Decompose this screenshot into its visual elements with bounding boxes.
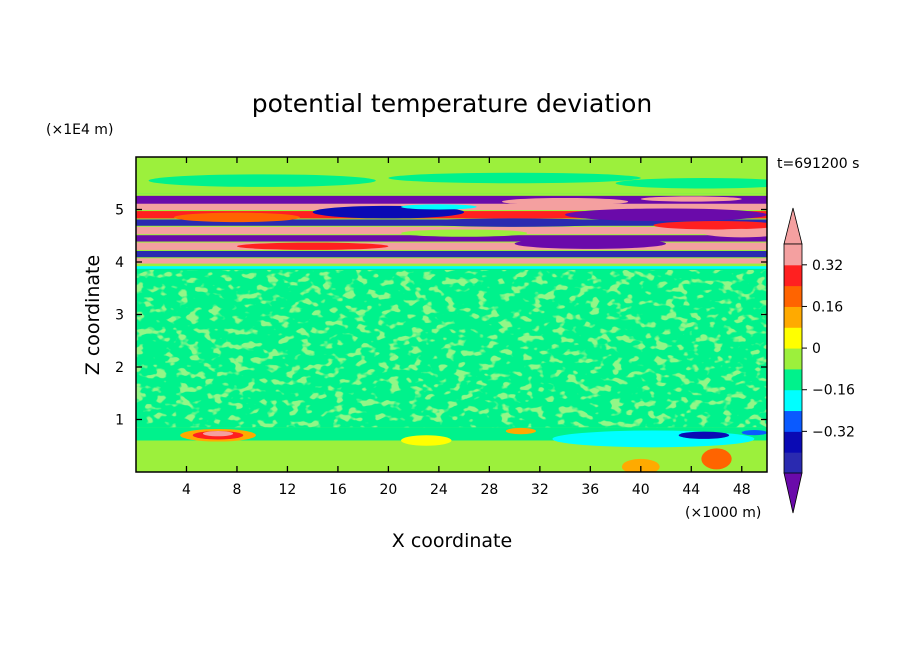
x-tick-label: 4: [182, 482, 191, 498]
x-tick-label: 48: [733, 482, 751, 498]
x-tick-label: 8: [232, 482, 241, 498]
x-tick-label: 36: [581, 482, 599, 498]
colorbar-swatch: [784, 306, 802, 328]
layer-band: [136, 242, 767, 250]
layer-blob: [236, 242, 389, 250]
yellow-blob: [701, 448, 732, 470]
colorbar-top-arrow: [783, 207, 803, 245]
x-axis-label: X coordinate: [392, 530, 512, 552]
layer-band: [136, 250, 767, 258]
colorbar-tick-label: 0.16: [812, 299, 843, 315]
layer-blob: [173, 212, 301, 223]
colorbar-swatch: [784, 452, 802, 474]
x-tick-label: 40: [632, 482, 650, 498]
x-tick-label: 32: [531, 482, 549, 498]
layer-blob: [653, 221, 767, 230]
chart-title: potential temperature deviation: [252, 89, 652, 118]
y-tick-label: 1: [115, 413, 124, 429]
layer-blob: [401, 229, 528, 237]
x-tick-label: 44: [682, 482, 700, 498]
y-tick-label: 2: [115, 360, 124, 376]
layer-blob: [401, 204, 477, 210]
warm-blob-peak: [202, 431, 234, 437]
layer-blob: [501, 197, 629, 206]
layer-blob: [703, 228, 767, 238]
upper-blob: [615, 178, 767, 189]
yellow-blob: [621, 458, 660, 472]
y-axis: 1 2 3 4 5: [115, 203, 767, 429]
time-label: t=691200 s: [777, 156, 859, 172]
yellow-blob: [505, 427, 537, 435]
cool-blob-core: [678, 431, 730, 439]
layer-blob: [640, 196, 742, 202]
colorbar-swatch: [784, 327, 802, 349]
colorbar-swatch: [784, 264, 802, 287]
colorbar-bottom-arrow: [783, 472, 803, 514]
x-unit-label: (×1000 m): [685, 505, 761, 521]
upper-blob: [148, 174, 376, 187]
colorbar-swatch: [784, 368, 802, 391]
plot-area: [136, 157, 767, 472]
colorbar-swatch: [784, 348, 802, 370]
x-tick-label: 28: [480, 482, 498, 498]
layer-blob: [514, 238, 667, 249]
layer-band: [136, 258, 767, 264]
cool-blob-edge: [741, 430, 767, 436]
x-tick-label: 12: [279, 482, 297, 498]
layer-blob: [413, 218, 616, 227]
colorbar-tick-label: 0.32: [812, 258, 843, 274]
colorbar-frame: [783, 243, 803, 474]
yellow-blob: [401, 435, 452, 446]
x-tick-label: 20: [379, 482, 397, 498]
colorbar-swatch: [784, 410, 802, 432]
colorbar: 0.32 0.16 0 −0.16 −0.32: [783, 207, 855, 514]
x-axis: 4 8 12 16 20 24 28 32 36 40 44 48: [182, 157, 751, 498]
y-tick-label: 4: [115, 255, 124, 271]
y-tick-label: 5: [115, 203, 124, 219]
x-tick-label: 16: [329, 482, 347, 498]
layer-band: [136, 195, 767, 205]
colorbar-tick-label: −0.16: [812, 383, 855, 399]
colorbar-swatch: [784, 389, 802, 412]
upper-blob: [388, 172, 641, 184]
layer-blob: [565, 208, 767, 222]
colorbar-swatch: [784, 431, 802, 453]
layer-base-line: [136, 266, 767, 269]
y-axis-label: Z coordinate: [82, 255, 104, 375]
colorbar-tick-label: −0.32: [812, 424, 855, 440]
colorbar-swatch: [784, 285, 802, 307]
x-tick-label: 24: [430, 482, 448, 498]
y-unit-label: (×1E4 m): [46, 122, 113, 138]
y-tick-label: 3: [115, 308, 124, 324]
layer-band: [136, 235, 767, 242]
field-noise-texture: [136, 270, 767, 435]
colorbar-tick-label: 0: [812, 341, 821, 357]
colorbar-swatch: [784, 244, 802, 266]
